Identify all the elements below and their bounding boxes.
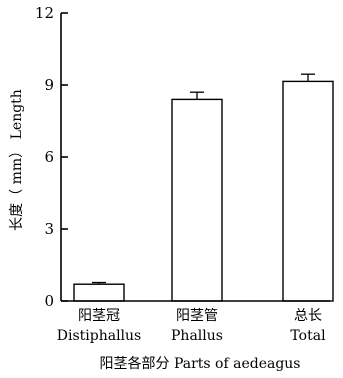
bar <box>73 283 125 302</box>
category-labels-group: 阳茎冠 Distiphallus 阳茎管 Phallus 总长 Total <box>57 308 326 344</box>
category-label-zh: 阳茎管 <box>176 308 218 324</box>
y-tick-label: 3 <box>44 220 54 238</box>
category-label-en: Total <box>290 328 326 344</box>
y-tick-label: 9 <box>44 76 54 94</box>
y-tick-label: 12 <box>35 4 54 22</box>
x-axis-label: 阳茎各部分 Parts of aedeagus <box>100 356 301 372</box>
bar <box>171 98 223 302</box>
y-tick-label: 0 <box>44 292 54 310</box>
y-ticks-group: 0 3 6 9 12 <box>35 4 68 310</box>
category-label-en: Distiphallus <box>57 328 141 344</box>
y-tick-label: 6 <box>44 148 54 166</box>
bars-group <box>73 80 334 302</box>
category-label-en: Phallus <box>171 328 223 344</box>
bar <box>282 80 334 302</box>
category-label-zh: 总长 <box>294 308 322 324</box>
y-axis-label: 长度（ mm） Length <box>9 89 25 231</box>
error-bars-group <box>92 73 315 285</box>
category-label-zh: 阳茎冠 <box>78 308 120 324</box>
